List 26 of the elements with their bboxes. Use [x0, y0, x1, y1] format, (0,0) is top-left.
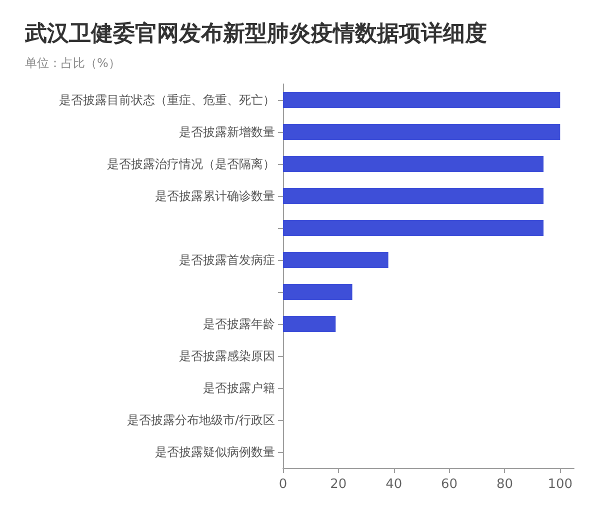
chart-title: 武汉卫健委官网发布新型肺炎疫情数据项详细度 [24, 20, 487, 46]
x-tick-label: 40 [386, 477, 402, 492]
bar [283, 156, 544, 172]
y-tick-label: 是否披露户籍 [203, 381, 275, 395]
bar [283, 124, 560, 140]
bar [283, 92, 560, 108]
bar [283, 220, 544, 236]
y-tick-label: 是否披露目前状态（重症、危重、死亡） [59, 93, 275, 107]
x-tick-label: 60 [441, 477, 458, 492]
y-tick-label: 是否披露疑似病例数量 [155, 445, 275, 459]
x-tick-label: 80 [496, 477, 513, 492]
y-tick-label: 是否披露首发病症 [179, 253, 275, 267]
y-tick-label: 是否披露感染原因 [179, 349, 275, 363]
bar [283, 284, 352, 300]
bar [283, 188, 544, 204]
bar [283, 316, 336, 332]
text: 单位：占比（%） [25, 56, 120, 70]
y-tick-label: 是否披露新增数量 [179, 125, 275, 139]
x-tick-label: 20 [330, 477, 347, 492]
y-tick-label: 是否披露累计确诊数量 [155, 189, 275, 203]
y-tick-label: 是否披露治疗情况（是否隔离） [107, 157, 275, 171]
x-tick-label: 0 [278, 477, 288, 492]
x-tick-label: 100 [548, 477, 573, 492]
y-tick-label: 是否披露分布地级市/行政区 [126, 413, 275, 427]
y-tick-label: 是否披露年龄 [203, 317, 275, 331]
bar [283, 252, 388, 268]
